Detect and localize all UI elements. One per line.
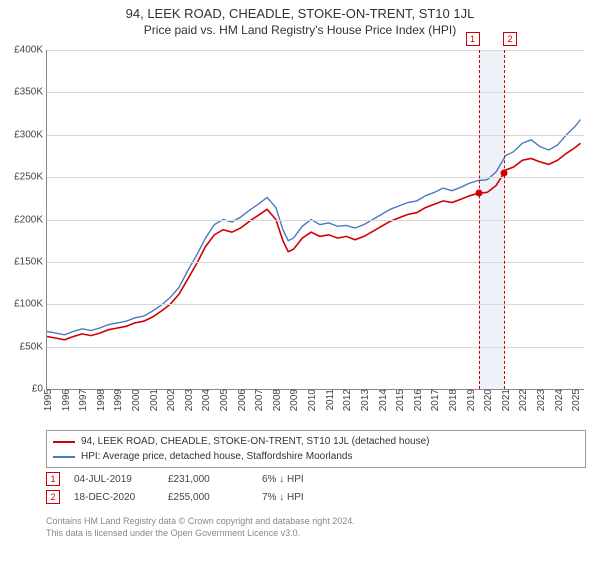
marker-price: £255,000 [168, 492, 248, 503]
marker-vline [479, 50, 480, 389]
xtick-label: 2018 [448, 389, 459, 411]
legend-label: 94, LEEK ROAD, CHEADLE, STOKE-ON-TRENT, … [81, 434, 429, 449]
xtick-label: 2012 [342, 389, 353, 411]
xtick-label: 2016 [413, 389, 424, 411]
markers-table: 1 04-JUL-2019 £231,000 6% ↓ HPI 2 18-DEC… [46, 472, 586, 508]
legend-swatch-price-paid [53, 441, 75, 443]
plot-area: £0£50K£100K£150K£200K£250K£300K£350K£400… [46, 50, 584, 390]
chart-container: 94, LEEK ROAD, CHEADLE, STOKE-ON-TRENT, … [0, 6, 600, 566]
marker-dot [501, 169, 508, 176]
legend-item-price-paid: 94, LEEK ROAD, CHEADLE, STOKE-ON-TRENT, … [53, 434, 579, 449]
xtick-label: 2024 [554, 389, 565, 411]
marker-label-box: 1 [466, 32, 480, 46]
xtick-label: 2009 [289, 389, 300, 411]
xtick-label: 2011 [325, 389, 336, 411]
xtick-label: 1999 [113, 389, 124, 411]
xtick-label: 1998 [96, 389, 107, 411]
xtick-label: 1997 [78, 389, 89, 411]
marker-vline [504, 50, 505, 389]
xtick-label: 2008 [272, 389, 283, 411]
xtick-label: 1995 [43, 389, 54, 411]
marker-delta: 7% ↓ HPI [262, 492, 342, 503]
marker-label-box: 2 [503, 32, 517, 46]
legend: 94, LEEK ROAD, CHEADLE, STOKE-ON-TRENT, … [46, 430, 586, 468]
xtick-label: 2005 [219, 389, 230, 411]
xtick-label: 2020 [483, 389, 494, 411]
attribution-line: Contains HM Land Registry data © Crown c… [46, 516, 586, 528]
xtick-label: 2023 [536, 389, 547, 411]
xtick-label: 2003 [184, 389, 195, 411]
marker-date: 04-JUL-2019 [74, 474, 154, 485]
ytick-label: £100K [14, 299, 47, 310]
table-row: 1 04-JUL-2019 £231,000 6% ↓ HPI [46, 472, 586, 486]
xtick-label: 2014 [378, 389, 389, 411]
xtick-label: 2001 [149, 389, 160, 411]
chart-title: 94, LEEK ROAD, CHEADLE, STOKE-ON-TRENT, … [0, 6, 600, 21]
xtick-label: 2002 [166, 389, 177, 411]
marker-dot [475, 190, 482, 197]
xtick-label: 2010 [307, 389, 318, 411]
ytick-label: £200K [14, 214, 47, 225]
attribution-line: This data is licensed under the Open Gov… [46, 528, 586, 540]
xtick-label: 2025 [571, 389, 582, 411]
ytick-label: £300K [14, 129, 47, 140]
xtick-label: 2013 [360, 389, 371, 411]
marker-price: £231,000 [168, 474, 248, 485]
marker-badge: 2 [46, 490, 60, 504]
xtick-label: 2021 [501, 389, 512, 411]
ytick-label: £400K [14, 45, 47, 56]
legend-item-hpi: HPI: Average price, detached house, Staf… [53, 449, 579, 464]
xtick-label: 2019 [466, 389, 477, 411]
xtick-label: 2006 [237, 389, 248, 411]
marker-delta: 6% ↓ HPI [262, 474, 342, 485]
ytick-label: £150K [14, 256, 47, 267]
xtick-label: 2004 [201, 389, 212, 411]
ytick-label: £250K [14, 172, 47, 183]
marker-badge: 1 [46, 472, 60, 486]
attribution: Contains HM Land Registry data © Crown c… [46, 516, 586, 539]
xtick-label: 2000 [131, 389, 142, 411]
series-hpi [47, 120, 581, 335]
xtick-label: 2007 [254, 389, 265, 411]
table-row: 2 18-DEC-2020 £255,000 7% ↓ HPI [46, 490, 586, 504]
marker-date: 18-DEC-2020 [74, 492, 154, 503]
ytick-label: £50K [20, 341, 47, 352]
xtick-label: 2017 [430, 389, 441, 411]
xtick-label: 1996 [61, 389, 72, 411]
legend-swatch-hpi [53, 456, 75, 458]
xtick-label: 2022 [518, 389, 529, 411]
ytick-label: £350K [14, 87, 47, 98]
legend-label: HPI: Average price, detached house, Staf… [81, 449, 352, 464]
xtick-label: 2015 [395, 389, 406, 411]
